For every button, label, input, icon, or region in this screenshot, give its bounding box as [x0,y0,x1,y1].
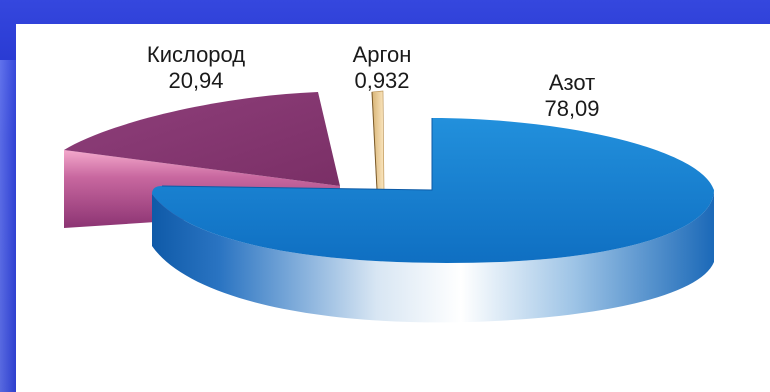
label-nitrogen-value: 78,09 [544,96,599,121]
pie-slice-nitrogen [152,118,714,323]
label-nitrogen-name: Азот [549,70,595,95]
slice-nitrogen-side [152,190,714,323]
label-argon-name: Аргон [353,42,412,67]
slice-nitrogen-top [152,118,714,263]
slice-argon-side [371,90,385,191]
slice-argon-edge [371,91,378,191]
slide-left-glow [0,60,20,392]
label-argon-value: 0,932 [354,68,409,93]
label-oxygen-name: Кислород [147,42,245,67]
pie-slice-argon [371,90,385,191]
label-oxygen-value: 20,94 [168,68,223,93]
slice-nitrogen-cut-edge [161,118,433,191]
slice-oxygen-top [64,92,340,186]
